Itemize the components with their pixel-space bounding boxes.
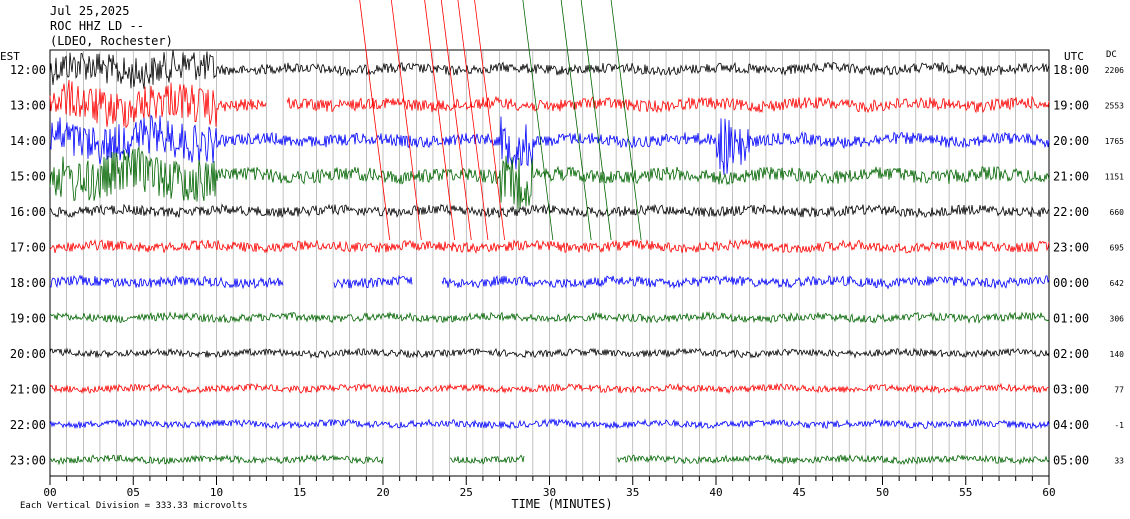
trace-line (49, 79, 1050, 129)
dc-value: -1 (1114, 421, 1124, 430)
right-axis-label: UTC (1064, 50, 1084, 63)
x-tick-label: 10 (210, 486, 223, 499)
trace-line (49, 311, 1050, 325)
utc-time-label: 04:00 (1053, 418, 1089, 432)
dc-value: 1765 (1105, 137, 1124, 146)
header-location: (LDEO, Rochester) (50, 34, 173, 48)
trace-line (49, 418, 1050, 430)
x-tick-label: 20 (376, 486, 389, 499)
dc-value: 2206 (1105, 66, 1124, 75)
trace-line (49, 203, 1050, 219)
dc-value: 642 (1110, 279, 1125, 288)
utc-time-label: 03:00 (1053, 383, 1089, 397)
trace-line (49, 238, 1050, 254)
trace-line (49, 274, 1050, 290)
utc-time-label: 02:00 (1053, 347, 1089, 361)
est-time-label: 12:00 (10, 63, 46, 77)
dc-value: 2553 (1105, 102, 1124, 111)
utc-time-label: 20:00 (1053, 134, 1089, 148)
est-time-label: 19:00 (10, 312, 46, 326)
dc-label: DC (1106, 50, 1117, 60)
spike-line (440, 0, 472, 241)
trace-line (49, 382, 1050, 395)
x-tick-label: 35 (626, 486, 639, 499)
utc-time-label: 23:00 (1053, 241, 1089, 255)
est-time-label: 23:00 (10, 454, 46, 468)
trace-line (49, 114, 1050, 175)
x-axis-title: TIME (MINUTES) (511, 497, 612, 511)
grid-lines (66, 50, 1033, 476)
spike-line (522, 0, 554, 241)
x-tick-label: 50 (876, 486, 889, 499)
dc-value: 77 (1114, 386, 1124, 395)
x-axis: 00 05 10 15 20 25 30 35 40 45 50 55 60 (43, 476, 1056, 499)
spike-line (390, 0, 422, 241)
spike-line (610, 0, 642, 241)
trace-line (49, 145, 1050, 211)
footnote: Each Vertical Division = 333.33 microvol… (20, 501, 248, 511)
dc-value: 306 (1110, 315, 1125, 324)
utc-time-label: 01:00 (1053, 312, 1089, 326)
spike-line (580, 0, 612, 241)
left-axis-label: EST (0, 50, 20, 63)
header-date: Jul 25,2025 (50, 4, 129, 18)
spike-line (560, 0, 592, 241)
spike-line (474, 0, 505, 241)
est-time-label: 13:00 (10, 99, 46, 113)
est-time-label: 21:00 (10, 383, 46, 397)
est-time-label: 14:00 (10, 134, 46, 148)
row-labels: 12:00 18:00 2206 13:00 19:00 2553 14:00 20:00 17… (10, 63, 1124, 468)
est-time-label: 17:00 (10, 241, 46, 255)
traces (49, 0, 1050, 466)
spike-line (424, 0, 456, 241)
x-tick-label: 55 (959, 486, 972, 499)
est-time-label: 22:00 (10, 418, 46, 432)
dc-value: 1151 (1105, 173, 1124, 182)
x-tick-label: 60 (1042, 486, 1055, 499)
x-tick-label: 05 (127, 486, 140, 499)
dc-value: 660 (1110, 208, 1125, 217)
x-tick-label: 25 (460, 486, 473, 499)
trace-line (49, 347, 1050, 359)
dc-value: 140 (1110, 350, 1125, 359)
utc-time-label: 18:00 (1053, 63, 1089, 77)
spike-line (359, 0, 391, 241)
x-tick-label: 15 (293, 486, 306, 499)
utc-time-label: 22:00 (1053, 205, 1089, 219)
header-station: ROC HHZ LD -- (50, 19, 144, 33)
x-tick-label: 00 (43, 486, 56, 499)
utc-time-label: 05:00 (1053, 454, 1089, 468)
utc-time-label: 19:00 (1053, 99, 1089, 113)
x-tick-label: 40 (709, 486, 722, 499)
dc-value: 695 (1110, 244, 1125, 253)
trace-line (49, 453, 1050, 466)
utc-time-label: 00:00 (1053, 276, 1089, 290)
est-time-label: 18:00 (10, 276, 46, 290)
trace-line (49, 49, 1050, 89)
est-time-label: 16:00 (10, 205, 46, 219)
x-tick-label: 30 (543, 486, 556, 499)
dc-value: 33 (1114, 457, 1124, 466)
est-time-label: 20:00 (10, 347, 46, 361)
est-time-label: 15:00 (10, 170, 46, 184)
utc-time-label: 21:00 (1053, 170, 1089, 184)
x-tick-label: 45 (793, 486, 806, 499)
spike-line (457, 0, 489, 241)
